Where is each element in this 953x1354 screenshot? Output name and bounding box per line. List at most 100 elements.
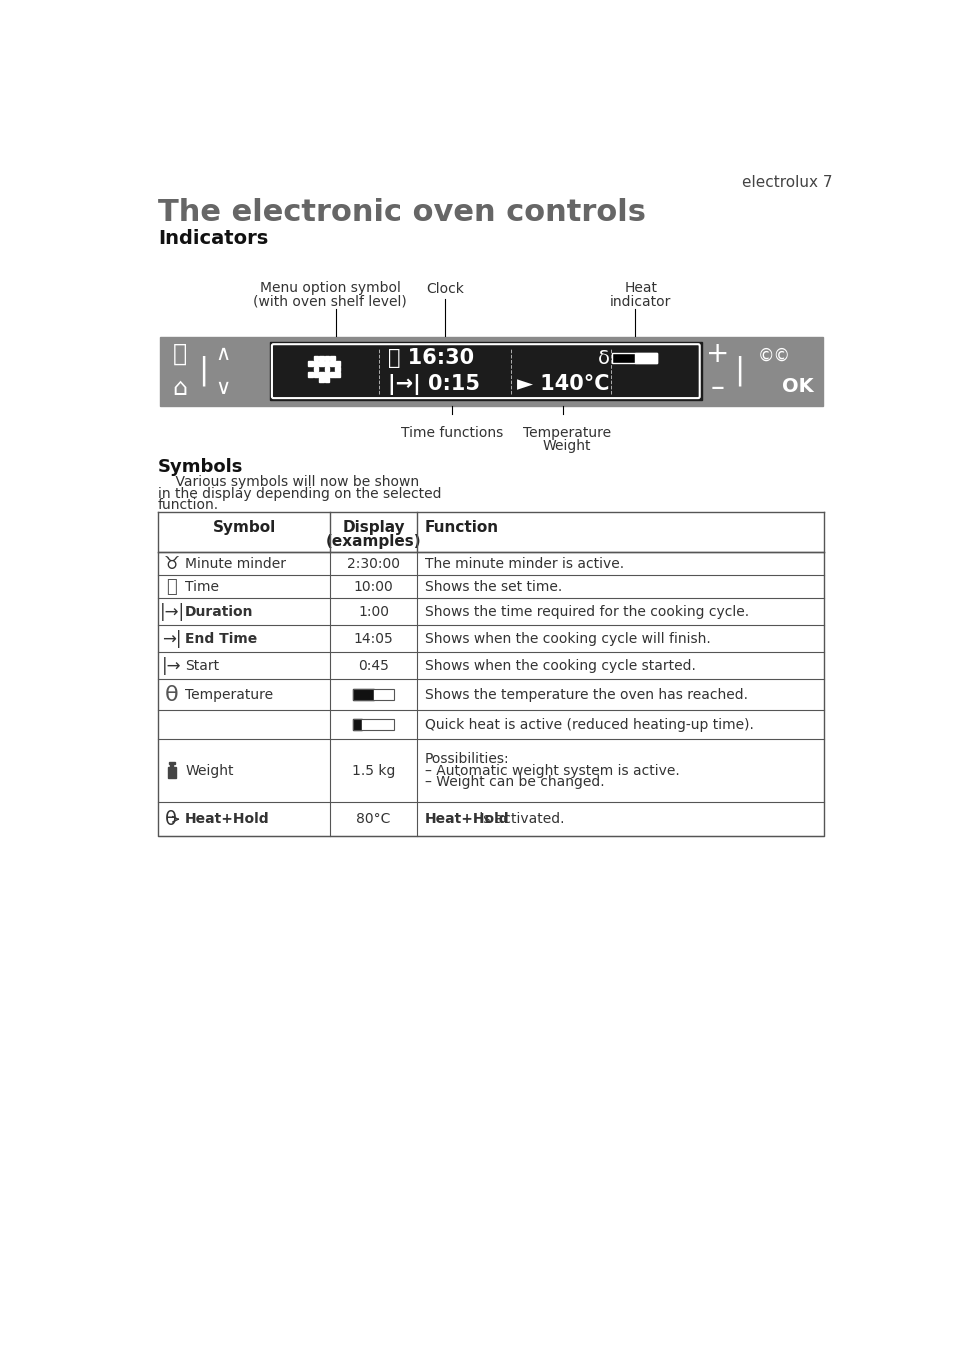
Text: – Weight can be changed.: – Weight can be changed. — [424, 776, 603, 789]
Text: →|: →| — [162, 630, 181, 647]
Bar — [330, 372, 335, 376]
Bar — [335, 362, 340, 366]
Bar — [324, 367, 329, 371]
Text: ⏰: ⏰ — [167, 578, 177, 596]
Text: Time functions: Time functions — [401, 425, 503, 440]
Bar — [319, 378, 323, 382]
Text: +: + — [705, 340, 728, 368]
Bar — [308, 372, 313, 376]
Text: |→|: |→| — [159, 603, 184, 620]
Bar — [324, 378, 329, 382]
Text: Shows when the cooking cycle will finish.: Shows when the cooking cycle will finish… — [424, 632, 710, 646]
Bar — [171, 764, 173, 766]
Text: (examples): (examples) — [325, 533, 421, 548]
Text: θ: θ — [164, 810, 176, 829]
Bar — [612, 352, 634, 363]
Bar — [353, 719, 362, 730]
Bar — [634, 352, 657, 363]
Text: Time: Time — [185, 580, 219, 594]
Text: Minute minder: Minute minder — [185, 556, 286, 570]
Text: Symbol: Symbol — [213, 520, 275, 535]
Text: indicator: indicator — [610, 295, 671, 309]
Bar — [330, 362, 335, 366]
Text: Weight: Weight — [542, 439, 591, 452]
Text: |→: |→ — [162, 657, 181, 674]
Text: Shows the set time.: Shows the set time. — [424, 580, 561, 594]
Text: ⌛ 16:30: ⌛ 16:30 — [388, 348, 474, 368]
Text: Function: Function — [424, 520, 498, 535]
Text: electrolux 7: electrolux 7 — [741, 175, 831, 190]
Text: 14:05: 14:05 — [354, 632, 393, 646]
Bar — [319, 362, 323, 366]
Bar — [314, 362, 318, 366]
Text: Heat+Hold: Heat+Hold — [424, 812, 509, 826]
Text: (with oven shelf level): (with oven shelf level) — [253, 295, 407, 309]
Text: Temperature: Temperature — [522, 425, 611, 440]
Text: δ: δ — [598, 348, 610, 367]
Text: Symbols: Symbols — [158, 458, 243, 477]
Text: Start: Start — [185, 658, 219, 673]
Text: Heat: Heat — [623, 280, 657, 295]
Text: OK: OK — [781, 376, 813, 397]
Text: is activated.: is activated. — [475, 812, 564, 826]
Text: Duration: Duration — [185, 605, 253, 619]
Bar — [324, 356, 329, 360]
Text: Weight: Weight — [185, 764, 233, 777]
Text: Various symbols will now be shown: Various symbols will now be shown — [158, 475, 418, 489]
Text: ⓘ: ⓘ — [172, 343, 187, 366]
Text: θ: θ — [165, 685, 178, 704]
Bar — [324, 362, 329, 366]
Bar — [374, 689, 394, 700]
Text: Heat+Hold: Heat+Hold — [185, 812, 270, 826]
Bar — [168, 766, 175, 777]
Bar — [169, 761, 174, 764]
Text: ♉: ♉ — [164, 555, 180, 573]
Text: Possibilities:: Possibilities: — [424, 753, 509, 766]
Text: 2:30:00: 2:30:00 — [347, 556, 399, 570]
Bar — [353, 689, 394, 700]
Bar — [270, 343, 701, 401]
Bar — [362, 719, 394, 730]
Bar — [308, 362, 313, 366]
Text: ► 140°C: ► 140°C — [517, 374, 609, 394]
Text: Quick heat is active (reduced heating-up time).: Quick heat is active (reduced heating-up… — [424, 718, 753, 731]
Bar — [159, 337, 822, 406]
Text: function.: function. — [158, 498, 219, 512]
Text: |: | — [734, 356, 743, 386]
Bar — [353, 719, 394, 730]
Bar — [158, 552, 823, 837]
Bar — [314, 367, 318, 371]
Bar — [319, 372, 323, 376]
Bar — [353, 689, 374, 700]
Bar — [335, 372, 340, 376]
Text: 1:00: 1:00 — [357, 605, 389, 619]
Text: 0:45: 0:45 — [357, 658, 389, 673]
Text: Display: Display — [342, 520, 404, 535]
Text: Shows when the cooking cycle started.: Shows when the cooking cycle started. — [424, 658, 695, 673]
Text: ∧: ∧ — [215, 344, 231, 364]
Text: –: – — [710, 374, 723, 402]
Bar — [330, 356, 335, 360]
Text: 80°C: 80°C — [355, 812, 390, 826]
Bar — [612, 352, 657, 363]
Text: 10:00: 10:00 — [354, 580, 393, 594]
Text: The electronic oven controls: The electronic oven controls — [158, 198, 645, 227]
Text: Shows the temperature the oven has reached.: Shows the temperature the oven has reach… — [424, 688, 747, 701]
Bar — [324, 372, 329, 376]
Text: ©©: ©© — [757, 347, 790, 364]
Text: ⌂: ⌂ — [172, 376, 187, 399]
Text: Clock: Clock — [425, 283, 463, 297]
Text: End Time: End Time — [185, 632, 257, 646]
Text: Shows the time required for the cooking cycle.: Shows the time required for the cooking … — [424, 605, 748, 619]
Text: Temperature: Temperature — [185, 688, 273, 701]
Bar — [314, 372, 318, 376]
Text: 1.5 kg: 1.5 kg — [352, 764, 395, 777]
Text: Menu option symbol: Menu option symbol — [259, 280, 400, 295]
Text: |→| 0:15: |→| 0:15 — [388, 374, 479, 395]
Bar — [314, 356, 318, 360]
Text: |: | — [197, 356, 208, 386]
Bar — [319, 356, 323, 360]
Text: in the display depending on the selected: in the display depending on the selected — [158, 486, 441, 501]
Bar — [335, 367, 340, 371]
Text: The minute minder is active.: The minute minder is active. — [424, 556, 623, 570]
